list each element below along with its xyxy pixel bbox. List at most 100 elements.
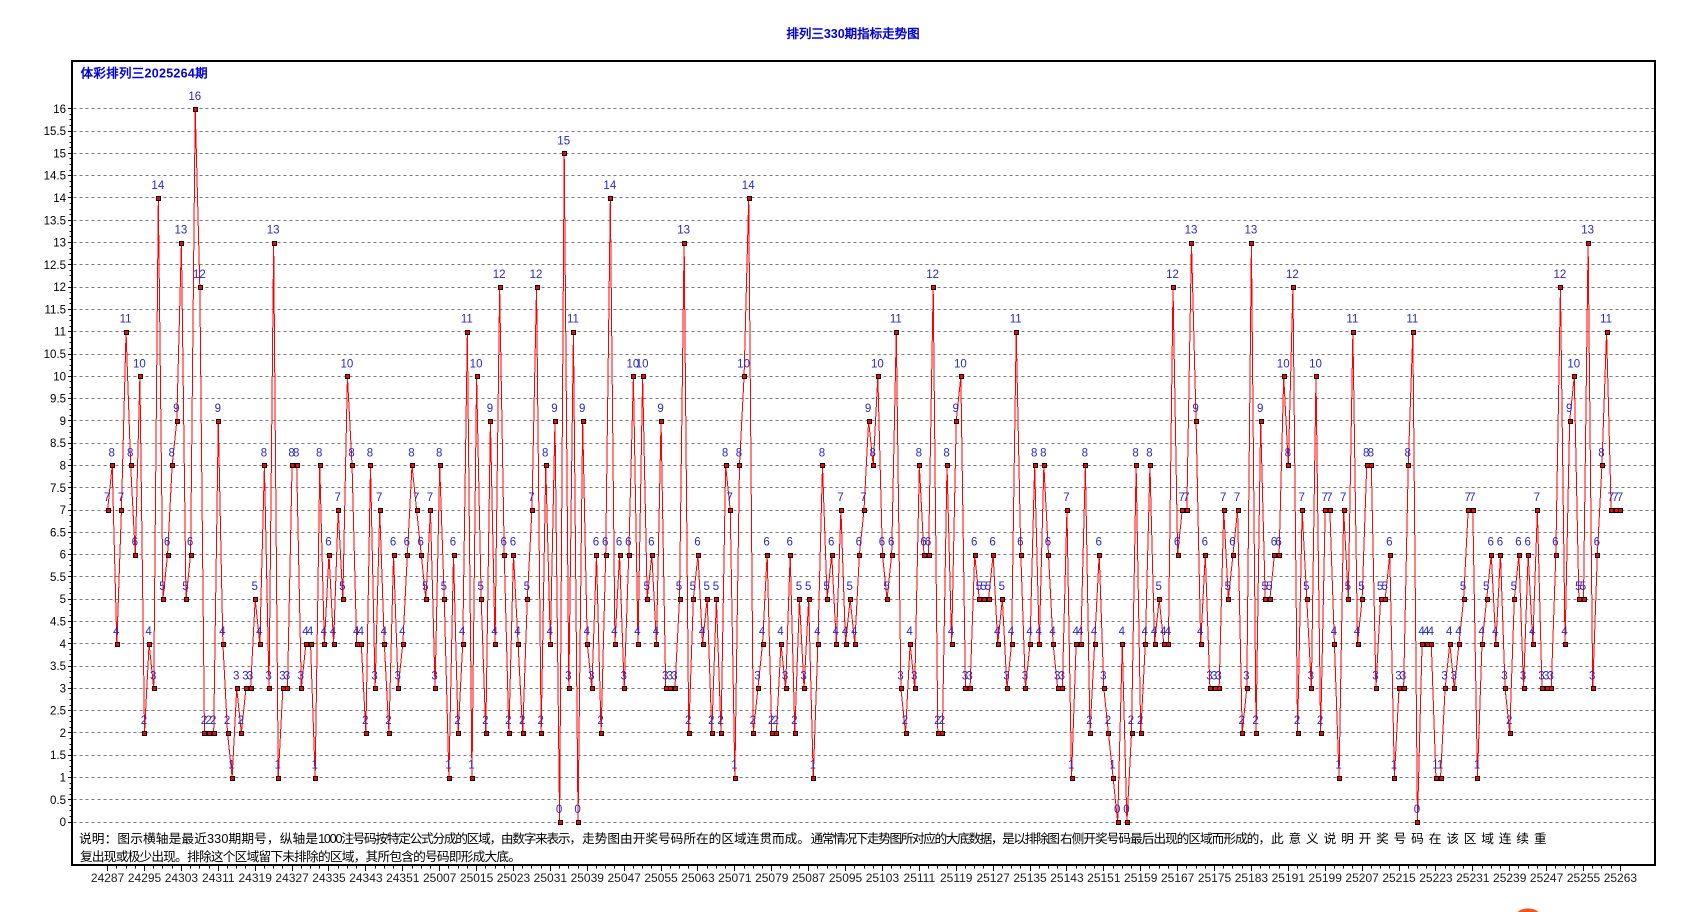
- svg-text:2: 2: [939, 715, 945, 727]
- svg-text:5: 5: [1580, 581, 1586, 593]
- svg-text:12: 12: [530, 269, 543, 281]
- svg-text:11.5: 11.5: [44, 304, 66, 316]
- svg-text:5: 5: [1377, 581, 1383, 593]
- svg-text:8: 8: [1285, 447, 1291, 459]
- svg-text:7: 7: [1340, 492, 1346, 504]
- svg-text:3: 3: [1022, 670, 1028, 682]
- svg-text:4.5: 4.5: [50, 616, 66, 628]
- svg-text:4: 4: [145, 626, 152, 638]
- svg-text:9: 9: [865, 403, 871, 415]
- svg-text:5: 5: [883, 581, 889, 593]
- svg-text:8: 8: [1132, 447, 1138, 459]
- svg-text:6: 6: [1524, 537, 1530, 549]
- svg-text:4: 4: [584, 626, 591, 638]
- svg-text:2: 2: [1137, 715, 1143, 727]
- svg-text:14: 14: [603, 180, 616, 192]
- svg-text:9.5: 9.5: [50, 394, 66, 406]
- svg-text:6: 6: [694, 537, 700, 549]
- svg-text:2: 2: [505, 715, 511, 727]
- svg-text:3: 3: [800, 670, 806, 682]
- svg-text:2: 2: [224, 715, 230, 727]
- svg-text:8: 8: [542, 447, 548, 459]
- svg-text:25095: 25095: [829, 871, 863, 885]
- svg-text:12: 12: [1286, 269, 1299, 281]
- svg-text:1: 1: [731, 760, 737, 772]
- svg-text:7: 7: [1179, 492, 1185, 504]
- svg-text:4: 4: [381, 626, 388, 638]
- svg-text:8: 8: [1031, 447, 1037, 459]
- svg-text:4: 4: [321, 626, 328, 638]
- svg-text:3: 3: [371, 670, 377, 682]
- svg-text:5: 5: [976, 581, 982, 593]
- svg-text:4: 4: [1418, 626, 1425, 638]
- svg-text:2: 2: [482, 715, 488, 727]
- svg-text:5: 5: [846, 581, 852, 593]
- svg-text:通常情况下走势图所对应的大底数据，是以排除图: 通常情况下走势图所对应的大底数据，是以排除图: [811, 831, 1060, 846]
- svg-text:5: 5: [1266, 581, 1272, 593]
- svg-text:4: 4: [611, 626, 618, 638]
- svg-text:4: 4: [906, 626, 913, 638]
- svg-text:25055: 25055: [644, 871, 678, 885]
- svg-text:4: 4: [777, 626, 784, 638]
- svg-text:6: 6: [164, 537, 170, 549]
- svg-text:6: 6: [920, 537, 926, 549]
- svg-text:24295: 24295: [128, 871, 162, 885]
- svg-text:3: 3: [1100, 670, 1106, 682]
- svg-text:6: 6: [1594, 537, 1600, 549]
- svg-text:12: 12: [1166, 269, 1179, 281]
- svg-text:25223: 25223: [1419, 871, 1453, 885]
- svg-text:6: 6: [1229, 537, 1235, 549]
- svg-text:3: 3: [1548, 670, 1554, 682]
- svg-text:4: 4: [1026, 626, 1033, 638]
- svg-text:7: 7: [860, 492, 866, 504]
- svg-text:2: 2: [768, 715, 774, 727]
- svg-text:24335: 24335: [312, 871, 346, 885]
- svg-text:2: 2: [1317, 715, 1323, 727]
- svg-text:4: 4: [302, 626, 309, 638]
- svg-text:7: 7: [1234, 492, 1240, 504]
- svg-text:0: 0: [60, 817, 66, 829]
- svg-text:11: 11: [54, 327, 66, 339]
- svg-text:10: 10: [636, 358, 649, 370]
- svg-text:3: 3: [1372, 670, 1378, 682]
- svg-text:3: 3: [782, 670, 788, 682]
- svg-text:体彩排列三2025264期: 体彩排列三2025264期: [81, 66, 208, 81]
- svg-text:13: 13: [267, 225, 280, 237]
- svg-text:13: 13: [1185, 225, 1198, 237]
- svg-text:3: 3: [1003, 670, 1009, 682]
- svg-text:14.5: 14.5: [44, 171, 66, 183]
- svg-text:6: 6: [1386, 537, 1392, 549]
- svg-text:2.5: 2.5: [50, 706, 66, 718]
- svg-text:4: 4: [1072, 626, 1079, 638]
- svg-text:4: 4: [1165, 626, 1172, 638]
- svg-text:15: 15: [53, 148, 66, 160]
- svg-text:3: 3: [1538, 670, 1544, 682]
- svg-text:2: 2: [201, 715, 207, 727]
- svg-text:7: 7: [60, 505, 66, 517]
- svg-text:10: 10: [737, 358, 750, 370]
- svg-text:24351: 24351: [386, 871, 420, 885]
- svg-text:25183: 25183: [1235, 871, 1269, 885]
- svg-text:25239: 25239: [1493, 871, 1527, 885]
- svg-text:25191: 25191: [1272, 871, 1306, 885]
- svg-text:3: 3: [1206, 670, 1212, 682]
- svg-text:8: 8: [1363, 447, 1369, 459]
- svg-text:9: 9: [953, 403, 959, 415]
- svg-text:10: 10: [1567, 358, 1580, 370]
- svg-text:24343: 24343: [349, 871, 383, 885]
- svg-text:4: 4: [759, 626, 766, 638]
- svg-text:2: 2: [773, 715, 779, 727]
- svg-text:4: 4: [330, 626, 337, 638]
- svg-text:3: 3: [247, 670, 253, 682]
- svg-text:右侧开奖号码最后出现的区域而形成的，: 右侧开奖号码最后出现的区域而形成的，: [1060, 831, 1271, 846]
- svg-text:6: 6: [60, 550, 66, 562]
- svg-text:2: 2: [750, 715, 756, 727]
- svg-text:7: 7: [1534, 492, 1540, 504]
- svg-text:4: 4: [634, 626, 641, 638]
- svg-text:4: 4: [256, 626, 263, 638]
- svg-text:3: 3: [662, 670, 668, 682]
- svg-text:6: 6: [325, 537, 331, 549]
- svg-text:25143: 25143: [1050, 871, 1084, 885]
- svg-text:11: 11: [120, 314, 132, 326]
- svg-text:25159: 25159: [1124, 871, 1158, 885]
